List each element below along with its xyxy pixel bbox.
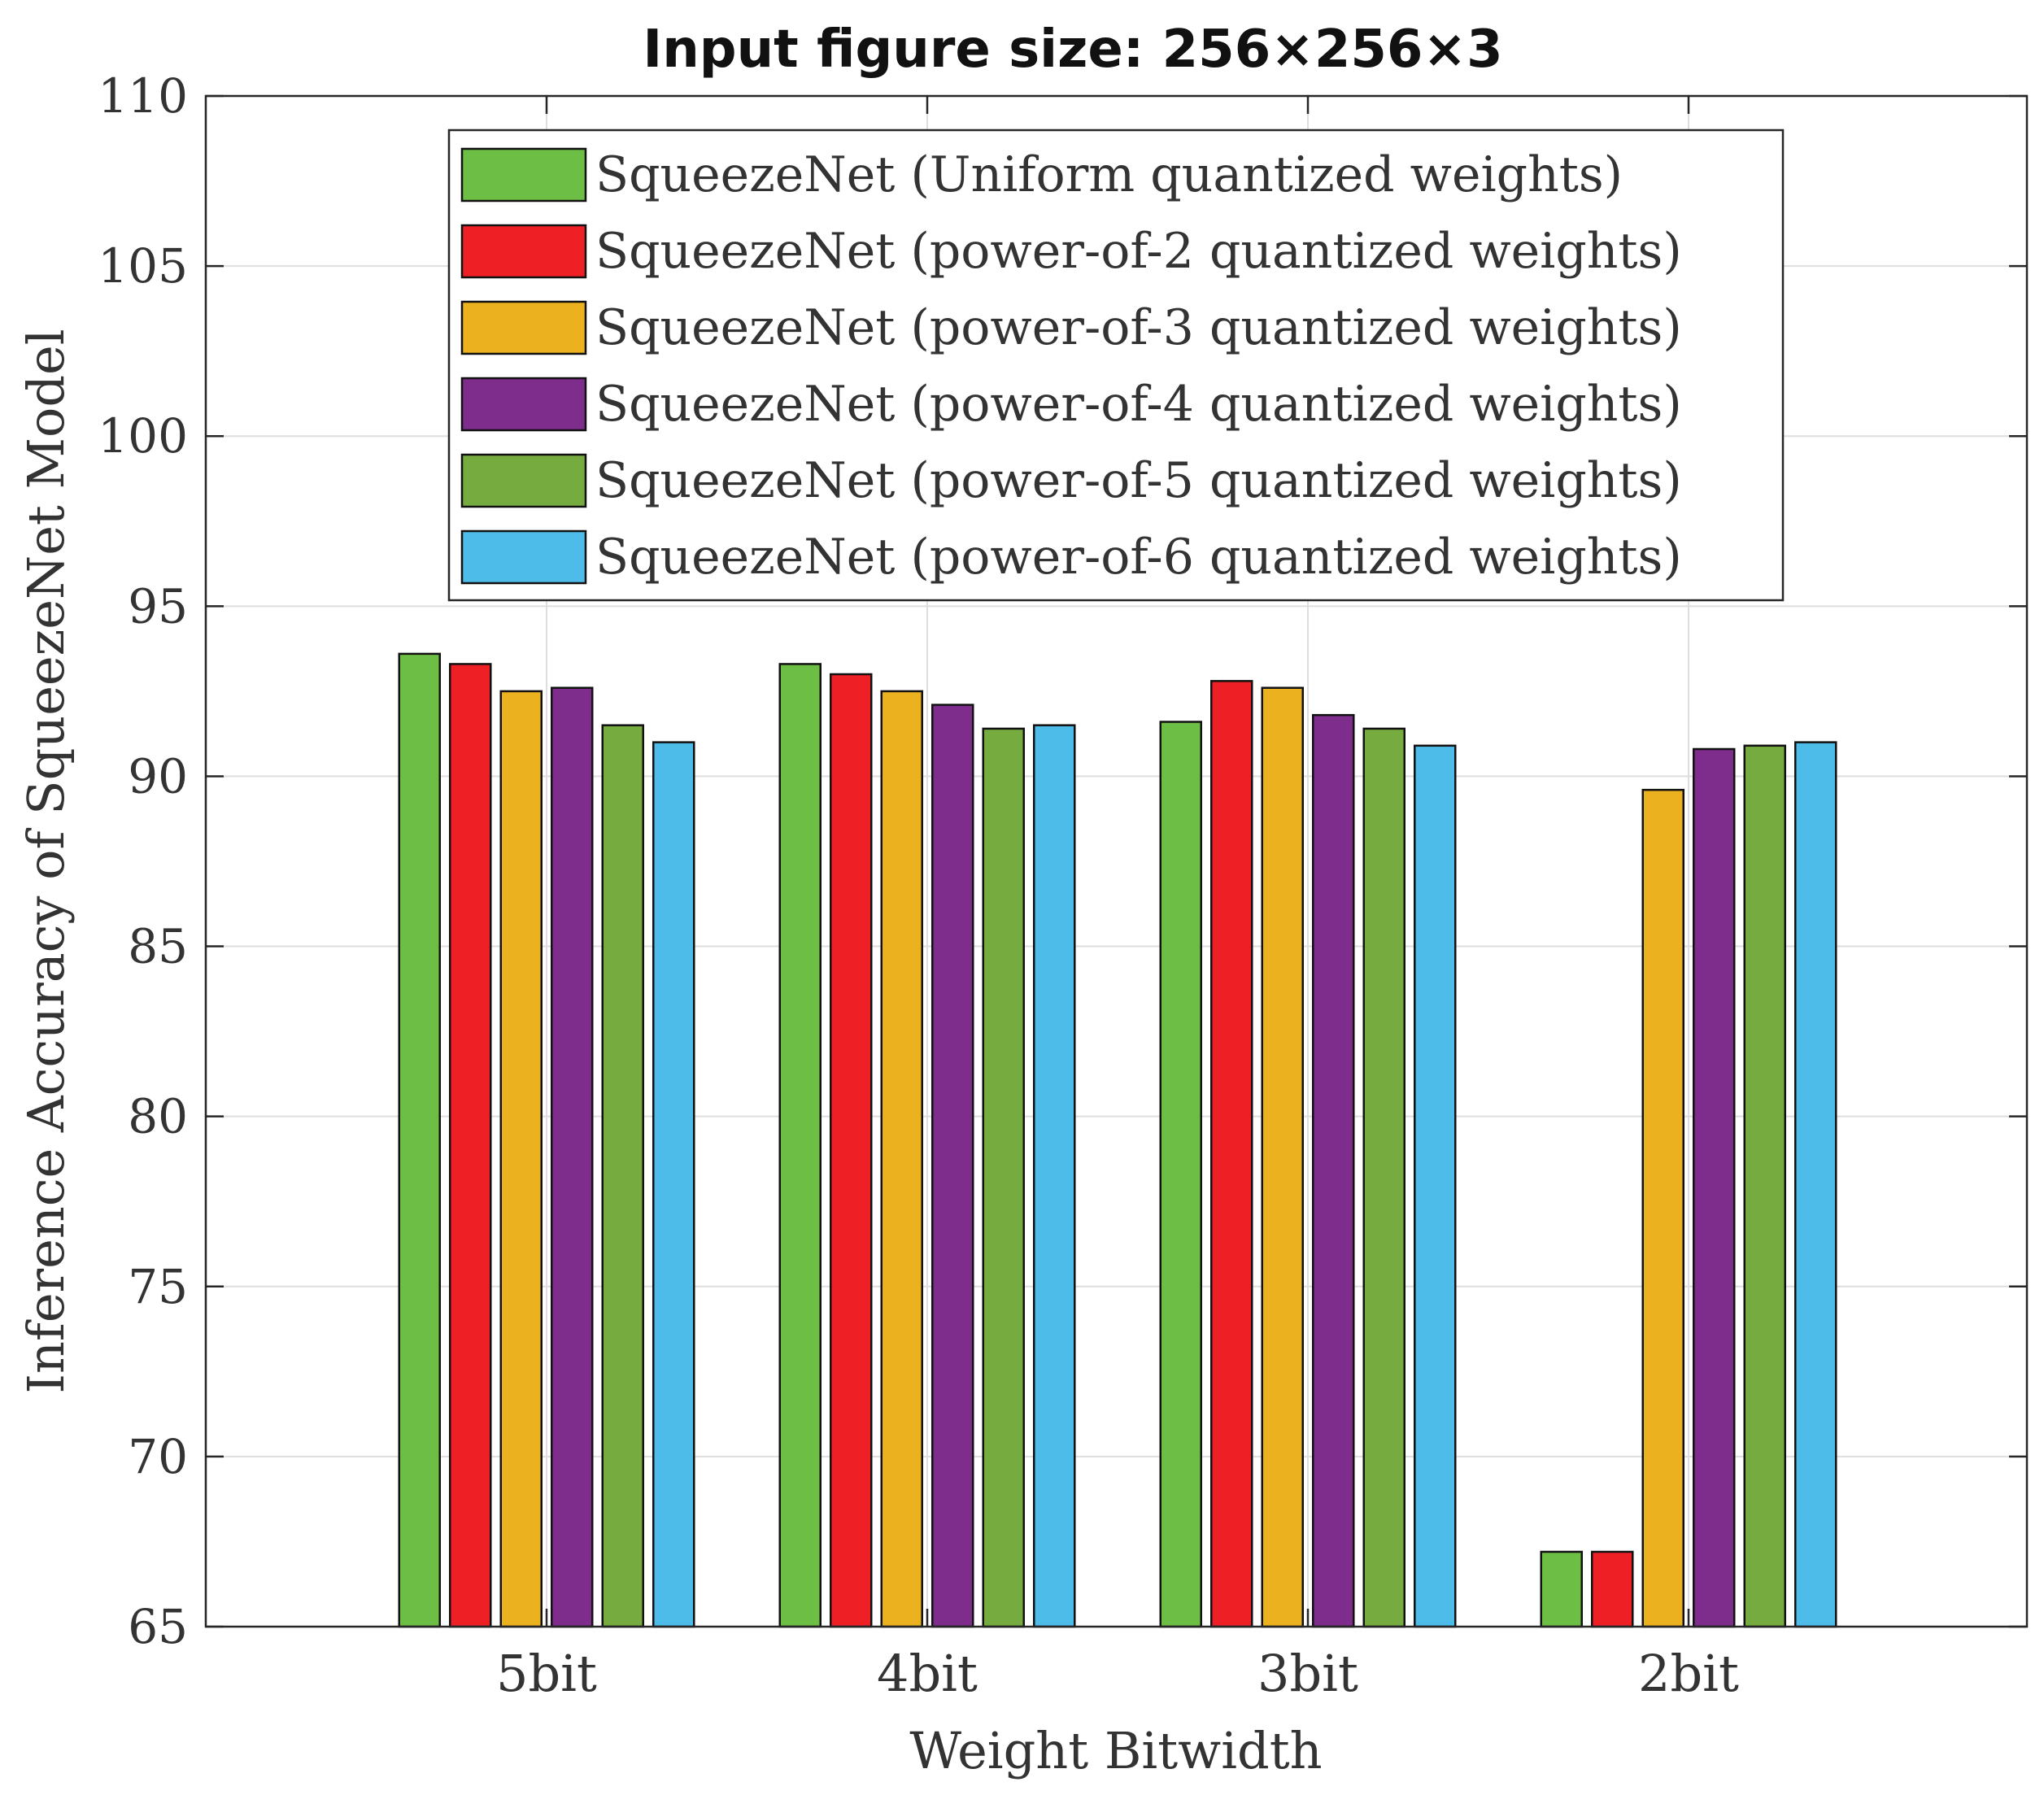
y-tick-label: 75 — [128, 1259, 188, 1314]
legend-swatch — [460, 453, 587, 508]
bar — [601, 724, 644, 1628]
x-axis-label: Weight Bitwidth — [909, 1721, 1322, 1780]
bar — [1414, 744, 1457, 1628]
y-tick-label: 90 — [128, 748, 188, 804]
bar — [1591, 1550, 1634, 1628]
bar — [1641, 788, 1684, 1628]
bar — [880, 690, 923, 1628]
bar — [1540, 1550, 1583, 1628]
bar — [931, 704, 974, 1628]
x-tick-label: 2bit — [1638, 1644, 1739, 1703]
bar — [1693, 747, 1736, 1628]
y-tick-label: 110 — [98, 68, 188, 124]
plot-frame — [204, 94, 2029, 1628]
bar — [1794, 741, 1837, 1628]
bar — [652, 741, 695, 1628]
legend-box — [447, 129, 1785, 602]
legend: SqueezeNet (Uniform quantized weights) Sq… — [447, 129, 1785, 602]
bar — [778, 663, 822, 1628]
axis-ticks: 65 70 75 80 85 90 95 100 105 110 5bit 4bit 3bit 2bit — [98, 68, 2027, 1703]
legend-swatch — [460, 147, 587, 203]
y-tick-label: 70 — [128, 1429, 188, 1484]
legend-label: SqueezeNet (power-of-4 quantized weights… — [595, 376, 1682, 433]
bar — [1159, 721, 1202, 1628]
x-tick-label: 4bit — [877, 1644, 978, 1703]
bar — [1312, 713, 1355, 1628]
bar — [449, 663, 492, 1628]
legend-label: SqueezeNet (Uniform quantized weights) — [595, 146, 1623, 203]
bar — [1210, 680, 1253, 1628]
y-tick-label: 80 — [128, 1089, 188, 1144]
legend-label: SqueezeNet (power-of-6 quantized weights… — [595, 529, 1682, 586]
x-tick-label: 3bit — [1257, 1644, 1358, 1703]
legend-label: SqueezeNet (power-of-3 quantized weights… — [595, 299, 1682, 356]
y-tick-label: 100 — [98, 408, 188, 464]
legend-swatch — [460, 377, 587, 432]
bar — [1743, 744, 1786, 1628]
legend-swatch — [460, 224, 587, 279]
bar — [982, 727, 1025, 1628]
x-tick-label: 5bit — [496, 1644, 597, 1703]
chart-title: Input figure size: 256×256×3 — [643, 20, 1502, 80]
y-tick-label: 85 — [128, 919, 188, 974]
legend-label: SqueezeNet (power-of-2 quantized weights… — [595, 223, 1682, 280]
bar — [551, 686, 594, 1628]
bar — [1261, 686, 1304, 1628]
legend-swatch — [460, 529, 587, 585]
bar — [1033, 724, 1076, 1628]
y-tick-label: 65 — [128, 1599, 188, 1654]
bar — [1362, 727, 1406, 1628]
bar — [398, 652, 441, 1628]
bars — [398, 652, 1837, 1628]
bar — [499, 690, 543, 1628]
y-tick-label: 105 — [98, 238, 188, 294]
y-axis-label: Inference Accuracy of SqueezeNet Model — [16, 329, 76, 1393]
legend-label: SqueezeNet (power-of-5 quantized weights… — [595, 452, 1682, 509]
y-tick-label: 95 — [128, 578, 188, 634]
bar — [830, 673, 873, 1628]
legend-swatch — [460, 300, 587, 355]
